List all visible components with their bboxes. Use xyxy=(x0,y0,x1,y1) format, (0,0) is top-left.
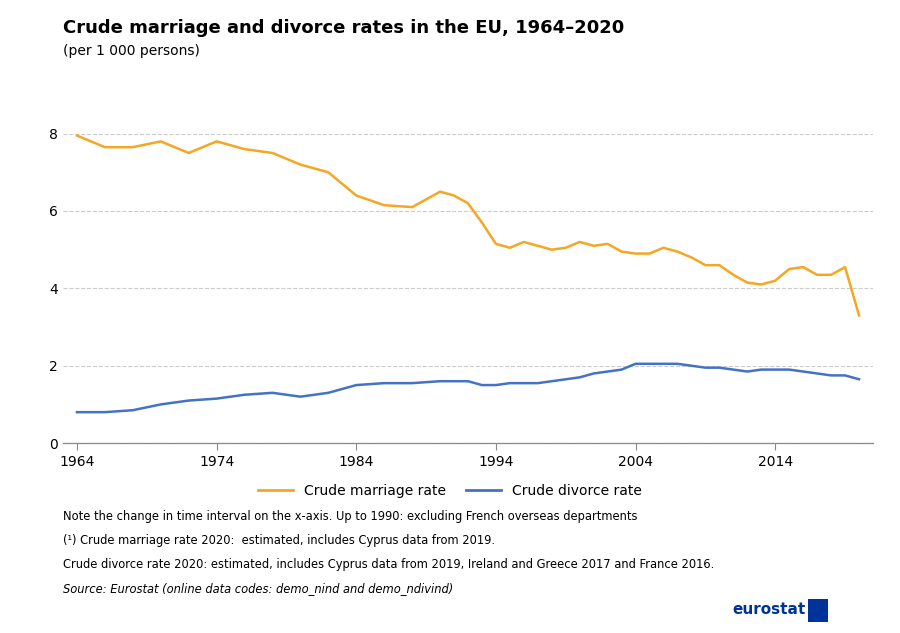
Text: (per 1 000 persons): (per 1 000 persons) xyxy=(63,44,200,58)
Text: Note the change in time interval on the x-axis. Up to 1990: excluding French ove: Note the change in time interval on the … xyxy=(63,510,637,523)
Text: (¹) Crude marriage rate 2020:  estimated, includes Cyprus data from 2019.: (¹) Crude marriage rate 2020: estimated,… xyxy=(63,534,495,547)
Text: eurostat: eurostat xyxy=(733,602,806,617)
Legend: Crude marriage rate, Crude divorce rate: Crude marriage rate, Crude divorce rate xyxy=(252,479,648,504)
Text: Crude marriage and divorce rates in the EU, 1964–2020: Crude marriage and divorce rates in the … xyxy=(63,19,625,37)
Text: Crude divorce rate 2020: estimated, includes Cyprus data from 2019, Ireland and : Crude divorce rate 2020: estimated, incl… xyxy=(63,558,715,571)
Text: Source: Eurostat (online data codes: demo_nind and demo_ndivind): Source: Eurostat (online data codes: dem… xyxy=(63,582,454,595)
